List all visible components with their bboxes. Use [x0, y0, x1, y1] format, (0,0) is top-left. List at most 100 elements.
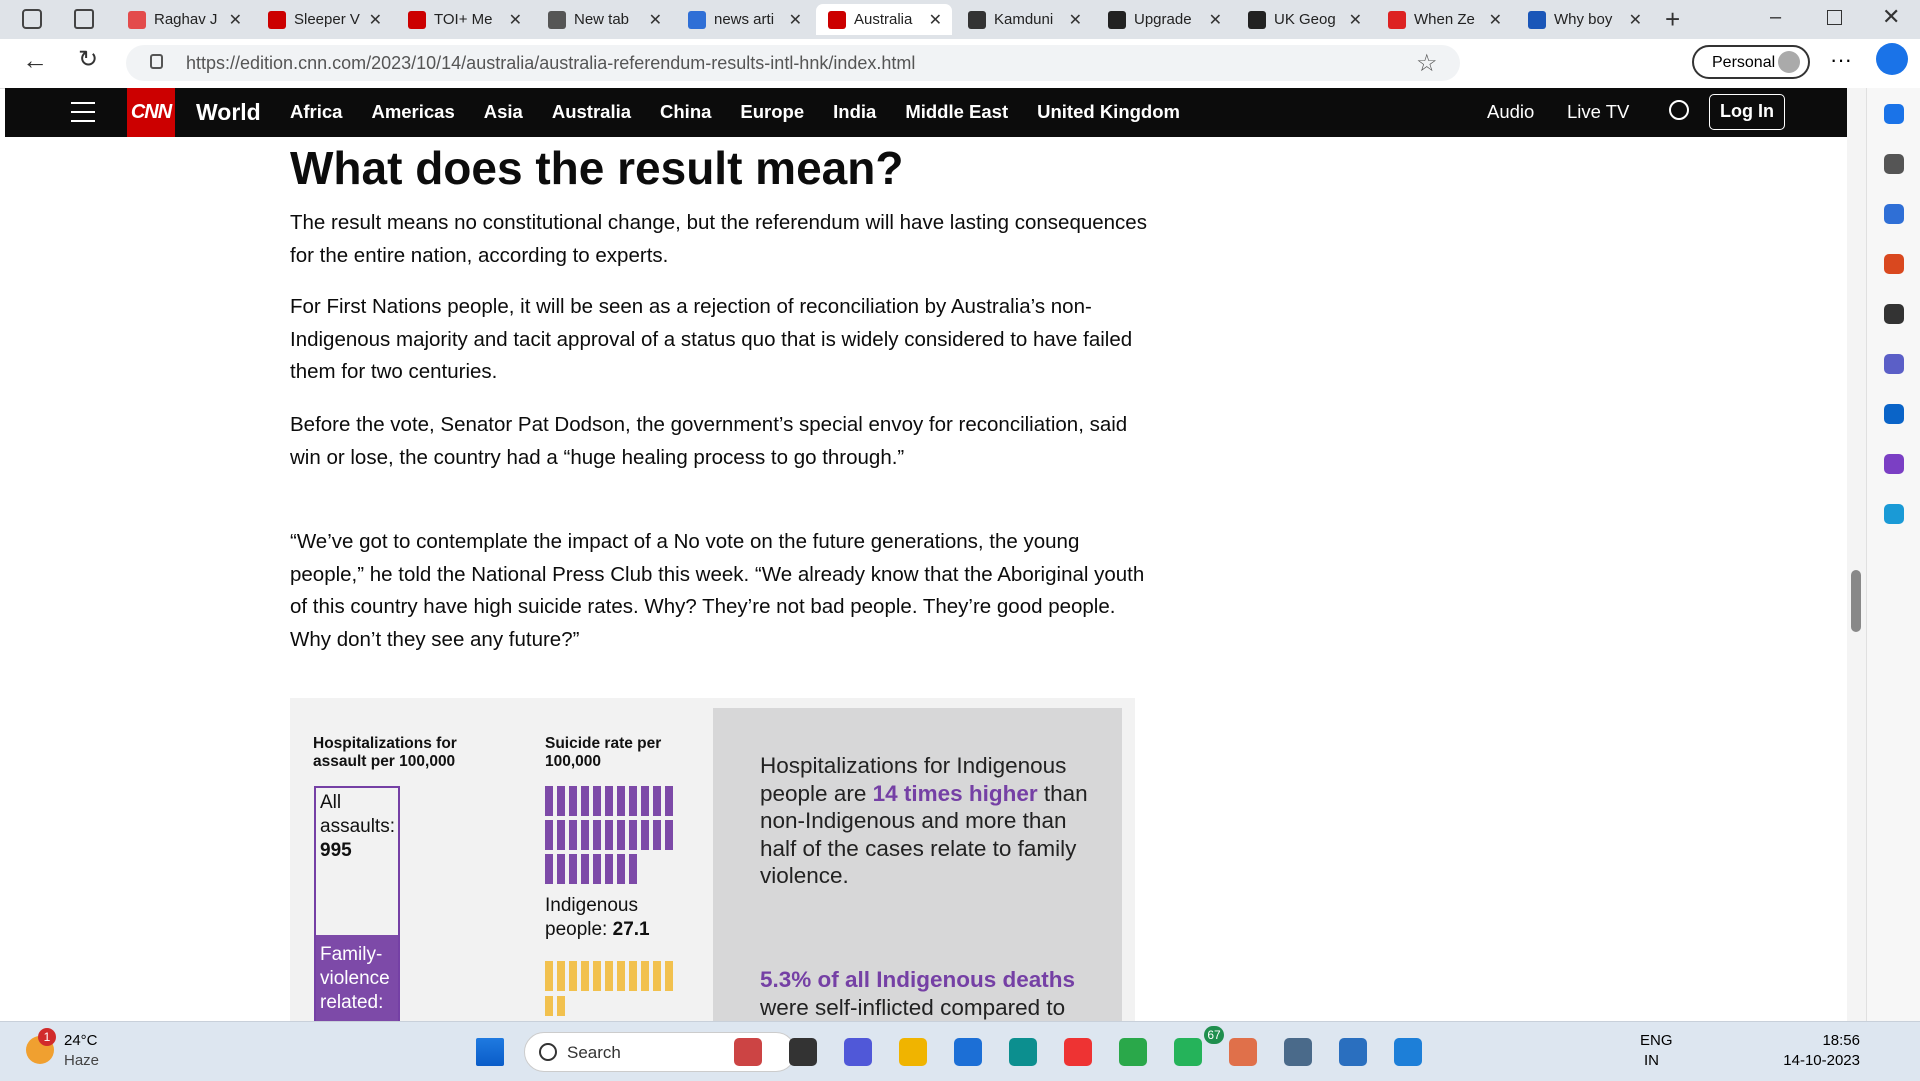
- refresh-button[interactable]: ↻: [78, 46, 99, 73]
- sidebar-icon[interactable]: [1884, 454, 1904, 474]
- tab-actions-icon[interactable]: [74, 9, 94, 29]
- url-field[interactable]: https://edition.cnn.com/2023/10/14/austr…: [126, 45, 1460, 81]
- url-text[interactable]: https://edition.cnn.com/2023/10/14/austr…: [186, 53, 916, 73]
- tab-close[interactable]: ✕: [508, 11, 522, 29]
- weather-temp[interactable]: 24°C: [64, 1032, 98, 1049]
- taskbar-app[interactable]: [734, 1038, 762, 1066]
- nav-link[interactable]: United Kingdom: [1037, 101, 1180, 122]
- tab-title: Australia: [854, 11, 913, 28]
- favorite-star[interactable]: ☆: [1416, 50, 1438, 77]
- nav-link[interactable]: China: [660, 101, 712, 122]
- taskbar-app[interactable]: [1284, 1038, 1312, 1066]
- taskbar-app[interactable]: [1119, 1038, 1147, 1066]
- lang[interactable]: ENG: [1640, 1032, 1673, 1049]
- col1-title: Hospitalizations for assault per 100,000: [313, 735, 457, 770]
- profile-label: Personal: [1712, 54, 1776, 71]
- tab[interactable]: Kamduni ✕: [956, 4, 1092, 35]
- tab[interactable]: Sleeper V ✕: [256, 4, 392, 35]
- tab-close[interactable]: ✕: [928, 11, 942, 29]
- scrollbar[interactable]: [1847, 88, 1866, 1021]
- taskbar-app[interactable]: [899, 1038, 927, 1066]
- cnn-logo[interactable]: CNN: [127, 88, 175, 137]
- clock-time[interactable]: 18:56: [1822, 1032, 1860, 1049]
- tab[interactable]: Upgrade ✕: [1096, 4, 1232, 35]
- tab-icon: [128, 10, 146, 29]
- nav-link[interactable]: Asia: [483, 101, 523, 122]
- nav-link[interactable]: Middle East: [905, 101, 1009, 122]
- tab-close[interactable]: ✕: [228, 11, 242, 29]
- weather-condition[interactable]: Haze: [64, 1052, 100, 1069]
- tab[interactable]: New tab ✕: [536, 4, 672, 35]
- taskbar-app[interactable]: [954, 1038, 982, 1066]
- edge-sidebar: [1866, 88, 1920, 1021]
- tab-icon: [1108, 10, 1126, 29]
- sidebar-icon[interactable]: [1884, 304, 1904, 324]
- nav-audio[interactable]: Audio: [1487, 101, 1535, 122]
- nav-link[interactable]: Australia: [551, 101, 632, 122]
- nav-link[interactable]: Americas: [371, 101, 455, 122]
- nav-live-tv[interactable]: Live TV: [1567, 101, 1630, 122]
- region[interactable]: IN: [1644, 1052, 1659, 1069]
- tab[interactable]: news arti ✕: [676, 4, 812, 35]
- back-button[interactable]: ←: [22, 45, 48, 75]
- menu-button[interactable]: ···: [1830, 47, 1852, 72]
- restore-button[interactable]: [1827, 10, 1842, 25]
- tab-close[interactable]: ✕: [1628, 11, 1642, 29]
- tab[interactable]: Why boy ✕: [1516, 4, 1652, 35]
- search-glass: [539, 1043, 557, 1061]
- search-icon[interactable]: [1669, 100, 1689, 120]
- tab-close[interactable]: ✕: [648, 11, 662, 29]
- infographic: Hospitalizations for assault per 100,000…: [290, 698, 1135, 1021]
- start-button[interactable]: [476, 1038, 504, 1066]
- taskbar-app[interactable]: [1394, 1038, 1422, 1066]
- nav-link[interactable]: Europe: [740, 101, 805, 122]
- tab[interactable]: Australia ✕: [816, 4, 952, 35]
- address-bar: ← ↻ https://edition.cnn.com/2023/10/14/a…: [0, 39, 1920, 89]
- sidebar-icon[interactable]: [1884, 504, 1904, 524]
- login-button[interactable]: Log In: [1709, 94, 1785, 130]
- copilot-button[interactable]: [1876, 43, 1908, 75]
- tab-close[interactable]: ✕: [1488, 11, 1502, 29]
- nav-link[interactable]: India: [833, 101, 877, 122]
- tab-close[interactable]: ✕: [1208, 11, 1222, 29]
- taskbar-app[interactable]: [1339, 1038, 1367, 1066]
- tab[interactable]: UK Geog ✕: [1236, 4, 1372, 35]
- note-highlight: 14 times higher: [872, 780, 1038, 806]
- tab-title: New tab: [574, 11, 630, 28]
- clock-date[interactable]: 14-10-2023: [1783, 1052, 1860, 1069]
- workspaces-icon[interactable]: [22, 9, 42, 29]
- close-button[interactable]: ✕: [1882, 4, 1901, 29]
- sidebar-icon[interactable]: [1884, 404, 1904, 424]
- tab-title: TOI+ Me: [434, 11, 493, 28]
- taskbar-app[interactable]: [1229, 1038, 1257, 1066]
- tab-close[interactable]: ✕: [368, 11, 382, 29]
- tab-close[interactable]: ✕: [1068, 11, 1082, 29]
- tab-close[interactable]: ✕: [788, 11, 802, 29]
- tab-close[interactable]: ✕: [1348, 11, 1362, 29]
- sidebar-icon[interactable]: [1884, 254, 1904, 274]
- scroll-thumb[interactable]: [1851, 570, 1861, 632]
- taskbar-app[interactable]: [1064, 1038, 1092, 1066]
- tab[interactable]: When Ze ✕: [1376, 4, 1512, 35]
- nav-link[interactable]: Africa: [290, 101, 343, 122]
- sidebar-icon[interactable]: [1884, 354, 1904, 374]
- new-tab-button[interactable]: +: [1665, 4, 1681, 34]
- sidebar-icon[interactable]: [1884, 154, 1904, 174]
- note-text: were self-inflicted compared to: [760, 994, 1066, 1020]
- minimize-button[interactable]: –: [1770, 6, 1782, 28]
- taskbar-app[interactable]: [1009, 1038, 1037, 1066]
- sidebar-icon[interactable]: [1884, 104, 1904, 124]
- site-nav: CNN World Africa Americas Asia Australia Chi…: [5, 88, 1847, 137]
- col2-title: Suicide rate per 100,000: [545, 735, 662, 770]
- sidebar-icon[interactable]: [1884, 204, 1904, 224]
- lock-icon: [150, 54, 163, 69]
- tab[interactable]: Raghav J ✕: [116, 4, 252, 35]
- taskbar-app[interactable]: [789, 1038, 817, 1066]
- tab-icon: [268, 10, 286, 29]
- taskbar-app[interactable]: [844, 1038, 872, 1066]
- taskbar-app[interactable]: [1174, 1038, 1202, 1066]
- profile-button[interactable]: Personal: [1692, 45, 1810, 79]
- hamburger-menu[interactable]: [71, 102, 95, 122]
- section-title[interactable]: World: [196, 99, 261, 125]
- tab[interactable]: TOI+ Me ✕: [396, 4, 532, 35]
